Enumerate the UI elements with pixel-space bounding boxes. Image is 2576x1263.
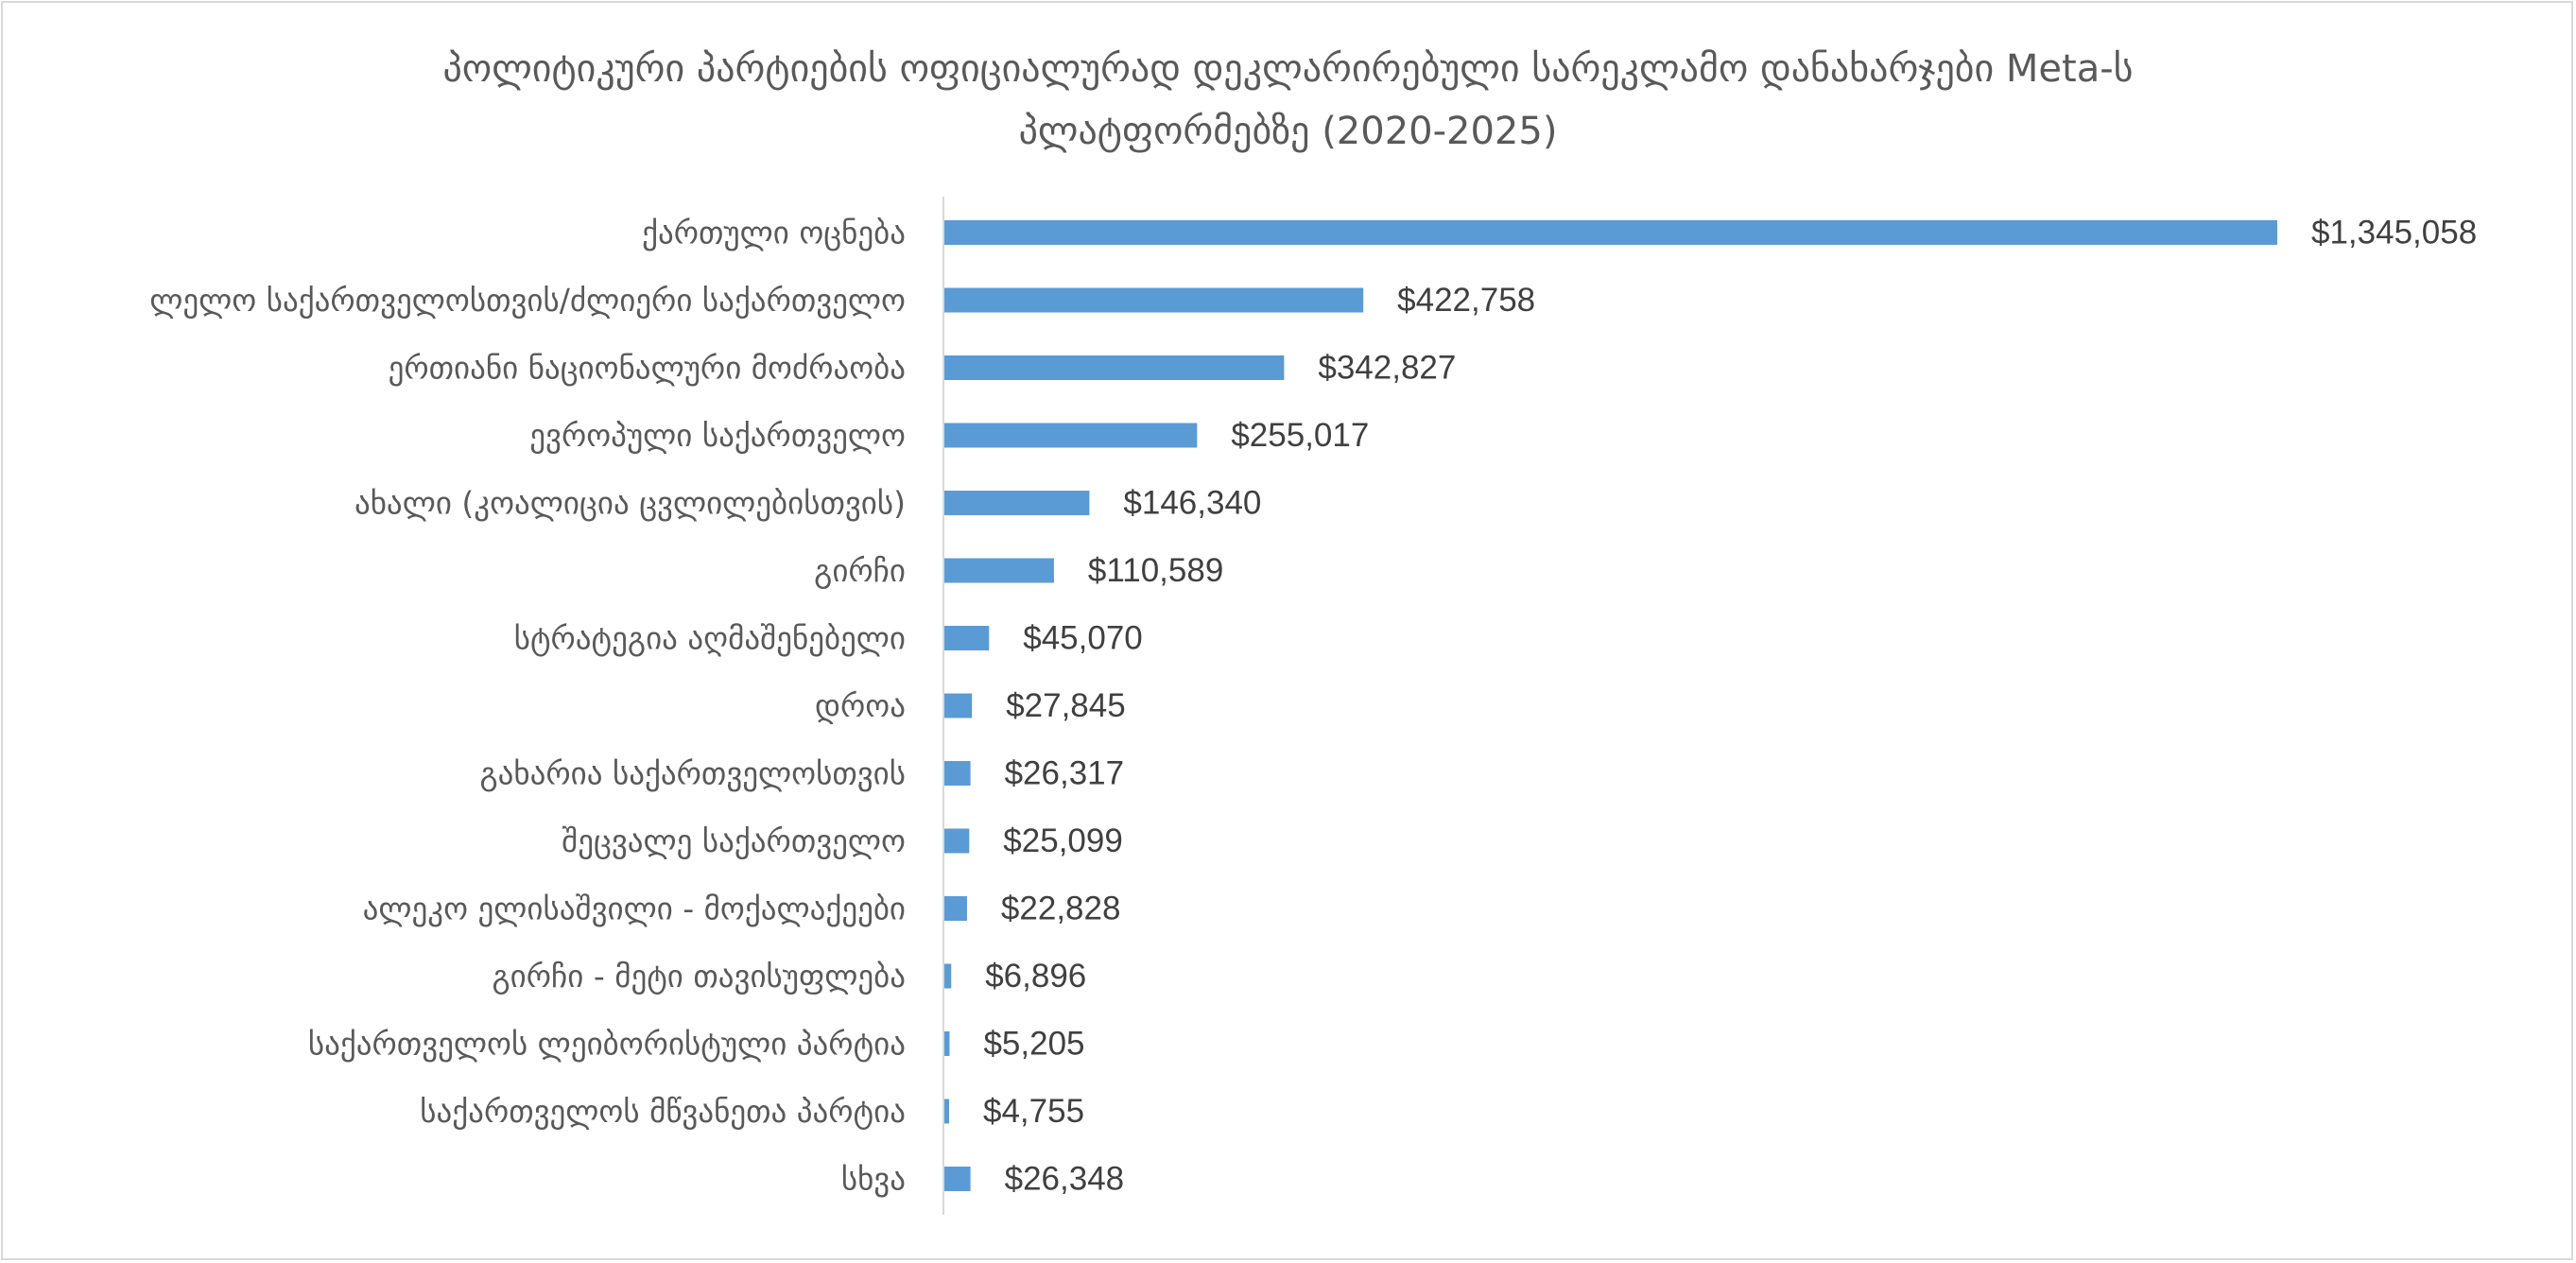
- bar: [944, 761, 971, 786]
- chart-title-line-1: პოლიტიკური პარტიების ოფიციალურად დეკლარი…: [442, 47, 2134, 91]
- category-label: დროა: [815, 687, 906, 724]
- data-label: $45,070: [1023, 620, 1143, 657]
- data-label: $255,017: [1231, 417, 1369, 454]
- category-label: საქართველოს ლეიბორისტული პარტია: [308, 1026, 906, 1063]
- category-label: სხვა: [841, 1161, 906, 1198]
- data-label: $6,896: [985, 958, 1086, 995]
- bar: [944, 963, 952, 989]
- bar: [944, 220, 2277, 245]
- chart-title-line-2: პლატფორმებზე (2020-2025): [1018, 110, 1558, 153]
- category-label: გირჩი: [814, 552, 906, 589]
- bar: [944, 287, 1364, 313]
- category-label: საქართველოს მწვანეთა პარტია: [420, 1093, 906, 1130]
- data-label: $342,827: [1318, 350, 1456, 387]
- category-label: ლელო საქართველოსთვის/ძლიერი საქართველო: [149, 282, 906, 319]
- bar: [944, 423, 1198, 448]
- category-label: ქართული ოცნება: [642, 215, 906, 251]
- bar: [944, 693, 973, 718]
- category-label: გირჩი - მეტი თავისუფლება: [492, 958, 906, 995]
- bar: [944, 558, 1054, 583]
- data-label: $25,099: [1003, 822, 1123, 859]
- data-label: $1,345,058: [2311, 215, 2477, 251]
- data-label: $146,340: [1123, 485, 1261, 522]
- data-label: $422,758: [1397, 282, 1535, 319]
- category-label: ალეკო ელისაშვილი - მოქალაქეები: [363, 891, 906, 927]
- bar: [944, 491, 1090, 515]
- data-label: $110,589: [1088, 552, 1223, 589]
- category-label: გახარია საქართველოსთვის: [479, 755, 906, 792]
- category-label: სტრატეგია აღმაშენებელი: [514, 620, 906, 657]
- bar: [944, 828, 970, 854]
- data-label: $26,317: [1005, 755, 1125, 792]
- category-label: ევროპული საქართველო: [529, 417, 906, 454]
- data-label: $27,845: [1006, 687, 1126, 724]
- category-label: შეცვალე საქართველო: [562, 822, 906, 859]
- data-label: $26,348: [1005, 1161, 1125, 1198]
- bar: [944, 1031, 950, 1056]
- bar: [944, 1099, 949, 1124]
- bar: [944, 355, 1285, 380]
- data-label: $4,755: [983, 1093, 1084, 1130]
- bar: [944, 1167, 971, 1191]
- data-label: $5,205: [983, 1026, 1084, 1063]
- chart-title: პოლიტიკური პარტიების ოფიციალურად დეკლარი…: [0, 38, 2576, 163]
- data-label: $22,828: [1001, 891, 1121, 927]
- category-label: ახალი (კოალიცია ცვლილებისთვის): [354, 485, 906, 522]
- bar: [944, 896, 967, 921]
- category-label: ერთიანი ნაციონალური მოძრაობა: [389, 350, 906, 387]
- bar: [944, 626, 990, 650]
